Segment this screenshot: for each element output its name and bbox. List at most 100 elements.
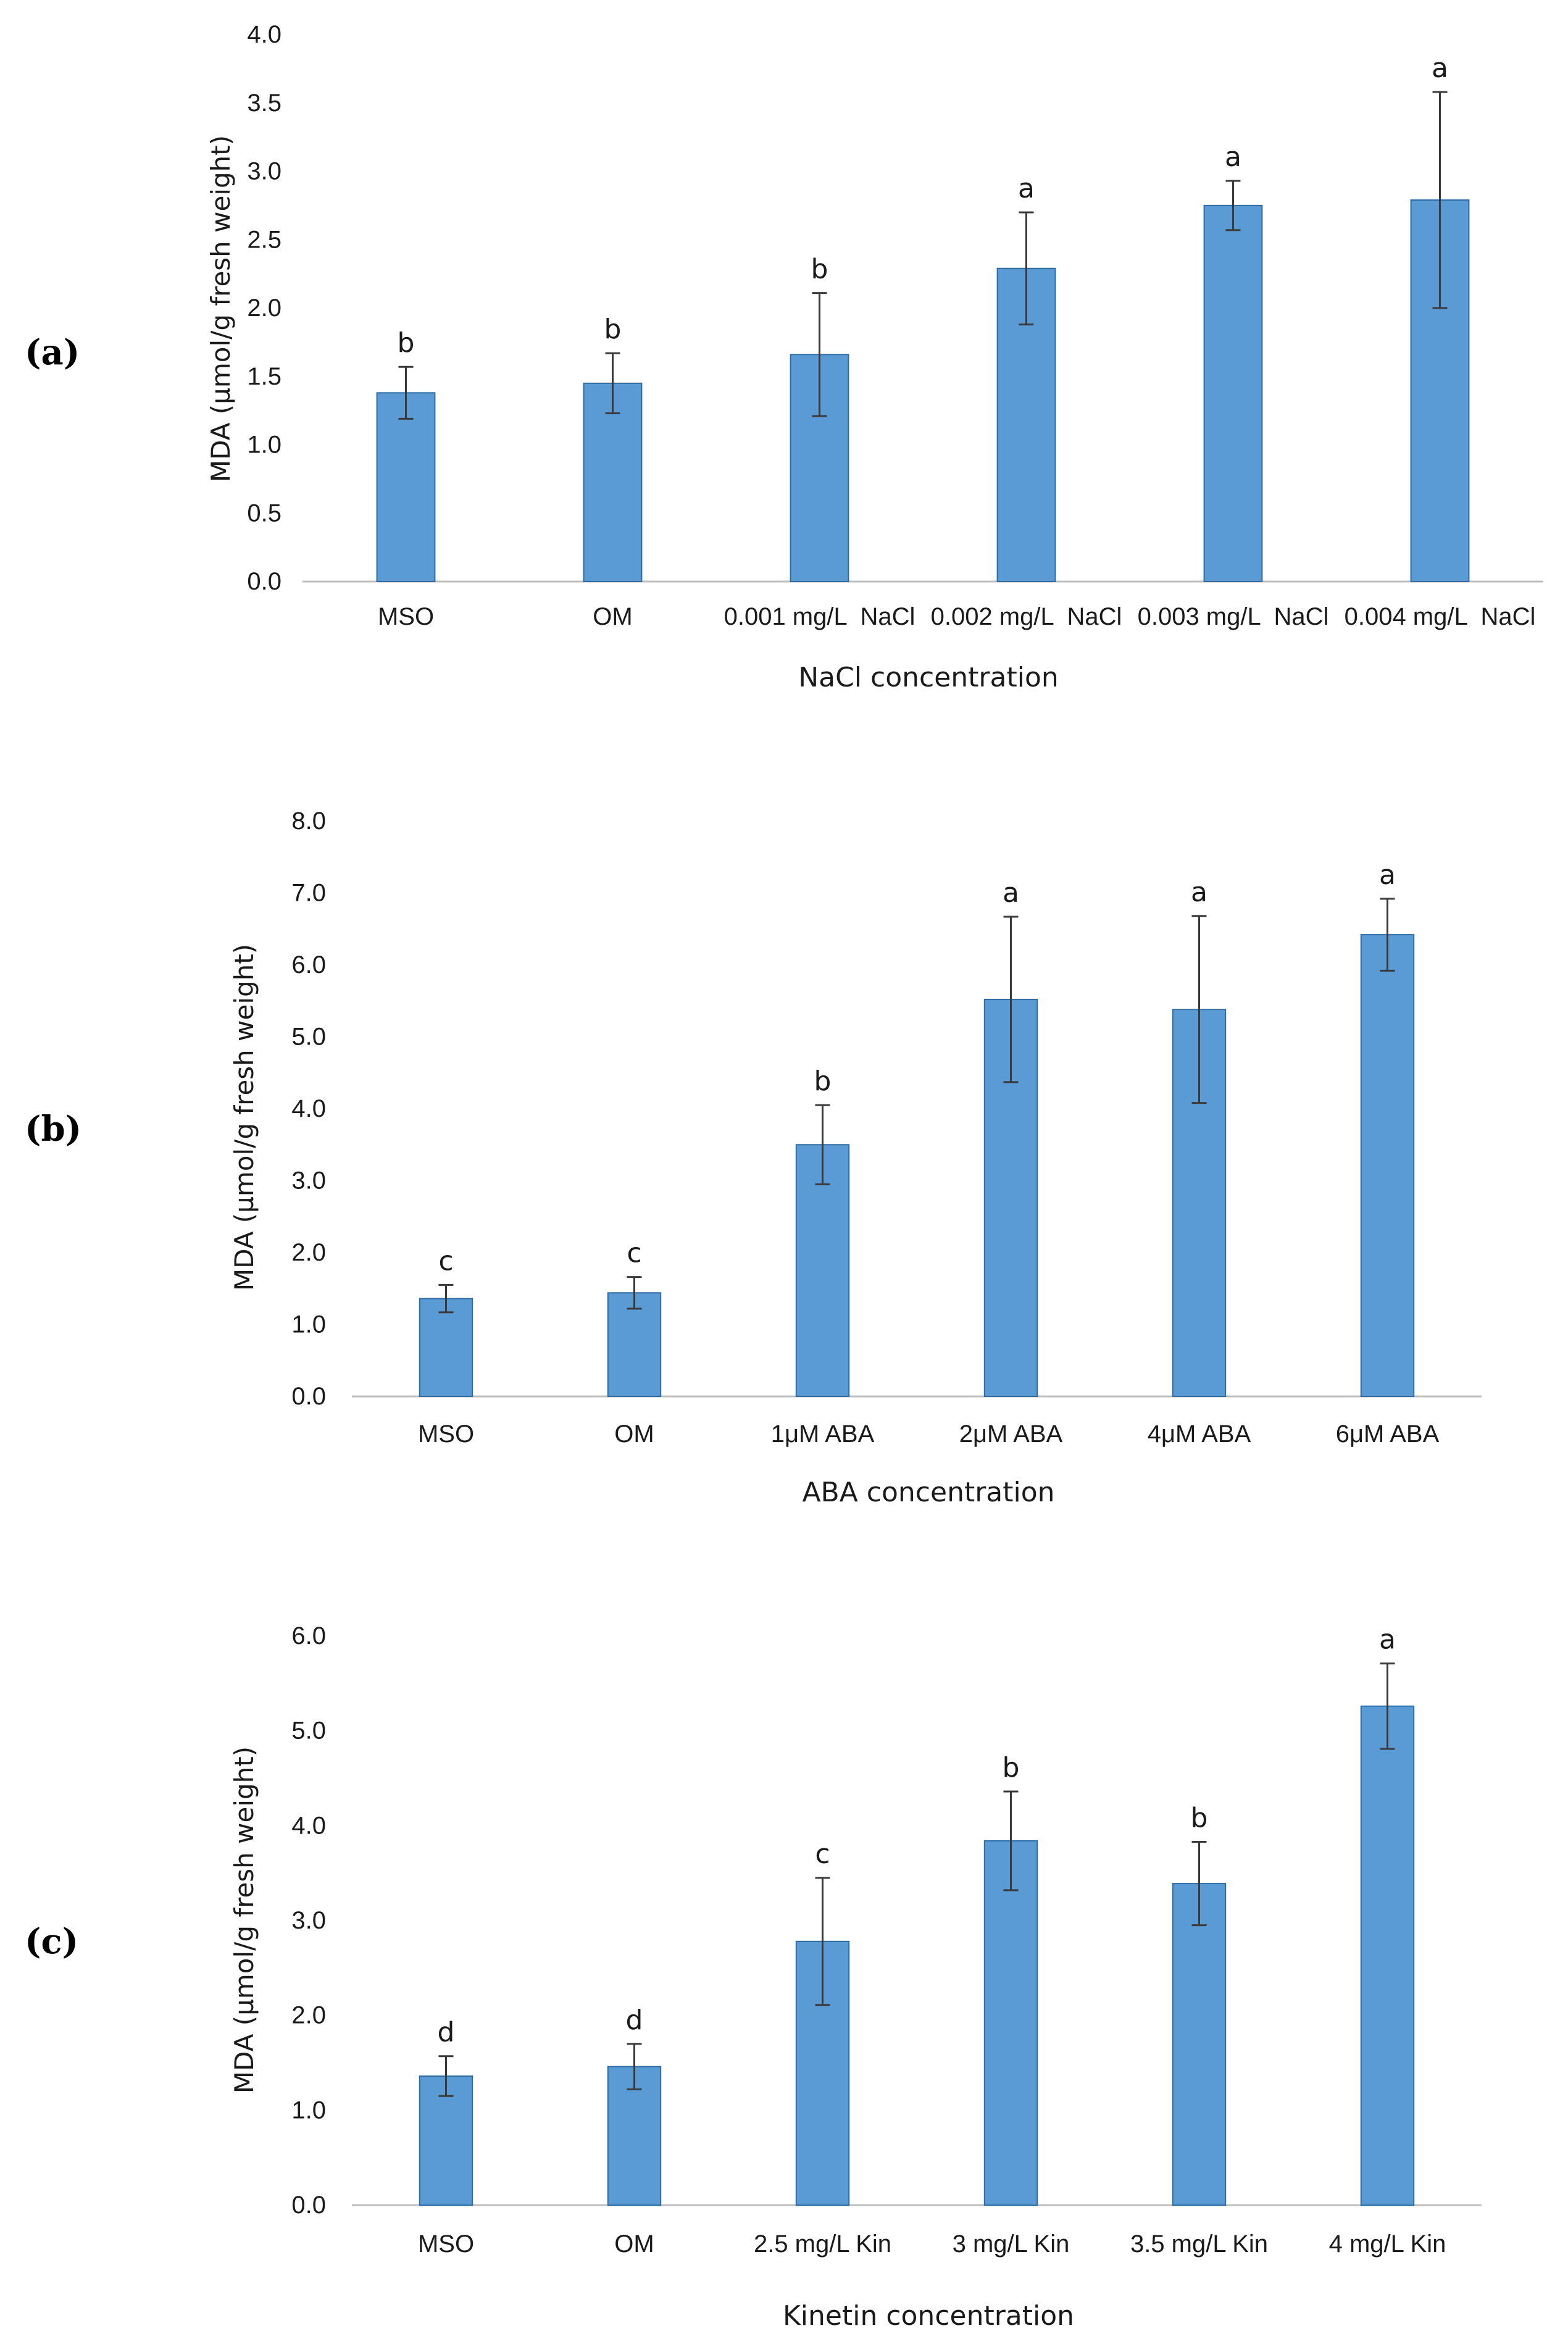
x-tick-label-c: 4 mg/L Kin bbox=[1329, 2230, 1446, 2258]
bar-a bbox=[376, 392, 436, 583]
error-bar-b bbox=[1380, 898, 1395, 972]
significance-letter-a: a bbox=[1225, 141, 1241, 173]
y-tick-label-b: 6.0 bbox=[291, 951, 326, 978]
y-tick-label-a: 0.5 bbox=[247, 499, 281, 527]
y-tick-label-a: 4.0 bbox=[247, 21, 281, 48]
y-tick-label-c: 1.0 bbox=[291, 2096, 326, 2124]
significance-letter-b: a bbox=[1379, 859, 1396, 891]
error-bar-b bbox=[1003, 916, 1019, 1083]
y-tick-label-a: 1.5 bbox=[247, 363, 281, 390]
x-tick-label-a: MSO bbox=[378, 603, 434, 630]
significance-letter-b: a bbox=[1191, 877, 1207, 908]
error-bar-c bbox=[1380, 1662, 1395, 1750]
significance-letter-a: b bbox=[398, 327, 415, 359]
x-tick-label-a: 0.004 mg/L NaCl bbox=[1345, 603, 1536, 630]
y-tick-label-c: 5.0 bbox=[291, 1717, 326, 1745]
significance-letter-c: d bbox=[626, 2004, 643, 2036]
x-tick-label-a: 0.003 mg/L NaCl bbox=[1138, 603, 1329, 630]
significance-letter-c: d bbox=[438, 2017, 455, 2048]
y-tick-label-a: 0.0 bbox=[247, 568, 281, 595]
x-axis-label-a: NaCl concentration bbox=[798, 662, 1059, 693]
x-tick-label-c: MSO bbox=[418, 2230, 474, 2258]
y-tick-label-c: 4.0 bbox=[291, 1812, 326, 1839]
y-tick-label-b: 5.0 bbox=[291, 1024, 326, 1051]
y-tick-label-b: 3.0 bbox=[291, 1167, 326, 1195]
significance-letter-c: c bbox=[815, 1838, 830, 1870]
x-axis-label-b: ABA concentration bbox=[802, 1477, 1054, 1508]
error-bar-c bbox=[1003, 1790, 1019, 1892]
error-bar-b bbox=[438, 1283, 454, 1314]
error-bar-c bbox=[438, 2055, 454, 2097]
bar-c bbox=[419, 2075, 473, 2206]
bar-b bbox=[419, 1298, 473, 1398]
x-tick-label-c: 2.5 mg/L Kin bbox=[754, 2230, 891, 2258]
error-bar-c bbox=[627, 2043, 642, 2091]
y-tick-label-b: 7.0 bbox=[291, 880, 326, 907]
significance-letter-a: b bbox=[604, 314, 622, 345]
significance-letter-a: a bbox=[1018, 173, 1035, 204]
x-tick-label-b: OM bbox=[614, 1420, 654, 1448]
y-tick-label-a: 3.0 bbox=[247, 158, 281, 185]
y-tick-label-b: 4.0 bbox=[291, 1095, 326, 1122]
error-bar-a bbox=[1225, 180, 1241, 232]
error-bar-a bbox=[398, 365, 414, 420]
chart-c: (c) MDA (μmol/g fresh weight) Kinetin co… bbox=[25, 1622, 1482, 2332]
bar-b bbox=[1360, 934, 1415, 1397]
y-tick-label-c: 3.0 bbox=[291, 1907, 326, 1934]
error-bar-a bbox=[812, 292, 827, 417]
bar-a bbox=[1203, 204, 1263, 582]
panel-label-b: (b) bbox=[25, 1109, 81, 1149]
error-bar-b bbox=[1191, 915, 1207, 1104]
significance-letter-c: b bbox=[1191, 1802, 1208, 1833]
x-tick-label-b: 2μM ABA bbox=[959, 1420, 1063, 1448]
panel-label-a: (a) bbox=[25, 332, 80, 373]
significance-letter-b: a bbox=[1003, 877, 1019, 909]
bar-c bbox=[983, 1840, 1038, 2206]
bar-a bbox=[583, 382, 643, 582]
x-tick-label-c: OM bbox=[614, 2230, 654, 2258]
chart-b: (b) MDA (μmol/g fresh weight) ABA concen… bbox=[25, 807, 1482, 1508]
y-axis-label-b: MDA (μmol/g fresh weight) bbox=[229, 944, 259, 1291]
y-tick-label-a: 3.5 bbox=[247, 90, 281, 117]
error-bar-a bbox=[605, 352, 620, 415]
y-axis-label-c: MDA (μmol/g fresh weight) bbox=[229, 1746, 259, 2093]
error-bar-a bbox=[1432, 91, 1448, 309]
y-tick-label-a: 1.0 bbox=[247, 432, 281, 459]
chart-a: (a) MDA (μmol/g fresh weight) NaCl conce… bbox=[25, 21, 1543, 693]
significance-letter-b: b bbox=[814, 1066, 832, 1097]
error-bar-c bbox=[1191, 1840, 1207, 1927]
x-tick-label-a: OM bbox=[593, 603, 632, 630]
significance-letter-b: c bbox=[438, 1245, 453, 1277]
panel-label-c: (c) bbox=[25, 1921, 78, 1962]
error-bar-b bbox=[815, 1104, 830, 1185]
y-tick-label-b: 0.0 bbox=[291, 1383, 326, 1410]
y-tick-label-a: 2.5 bbox=[247, 226, 281, 253]
y-tick-label-a: 2.0 bbox=[247, 294, 281, 322]
x-tick-label-b: 6μM ABA bbox=[1336, 1420, 1440, 1448]
y-tick-label-c: 2.0 bbox=[291, 2002, 326, 2029]
x-tick-label-b: MSO bbox=[418, 1420, 474, 1448]
x-axis-label-c: Kinetin concentration bbox=[783, 2300, 1074, 2332]
significance-letter-c: a bbox=[1379, 1624, 1396, 1656]
y-tick-label-c: 0.0 bbox=[291, 2192, 326, 2219]
significance-letter-b: c bbox=[627, 1238, 641, 1269]
error-bar-b bbox=[627, 1276, 642, 1310]
significance-letter-a: a bbox=[1432, 52, 1448, 84]
x-tick-label-a: 0.001 mg/L NaCl bbox=[724, 603, 915, 630]
y-tick-label-b: 2.0 bbox=[291, 1239, 326, 1266]
bar-c bbox=[1172, 1883, 1227, 2206]
bar-c bbox=[1360, 1705, 1415, 2206]
significance-letter-c: b bbox=[1003, 1752, 1020, 1783]
error-bar-a bbox=[1019, 211, 1034, 326]
y-tick-label-b: 1.0 bbox=[291, 1311, 326, 1338]
x-tick-label-b: 1μM ABA bbox=[771, 1420, 875, 1448]
x-tick-label-c: 3 mg/L Kin bbox=[953, 2230, 1070, 2258]
y-tick-label-b: 8.0 bbox=[291, 807, 326, 835]
x-tick-label-b: 4μM ABA bbox=[1148, 1420, 1251, 1448]
y-tick-label-c: 6.0 bbox=[291, 1622, 326, 1650]
y-axis-label-a: MDA (μmol/g fresh weight) bbox=[206, 135, 236, 482]
significance-letter-a: b bbox=[811, 254, 828, 285]
x-tick-label-a: 0.002 mg/L NaCl bbox=[931, 603, 1122, 630]
